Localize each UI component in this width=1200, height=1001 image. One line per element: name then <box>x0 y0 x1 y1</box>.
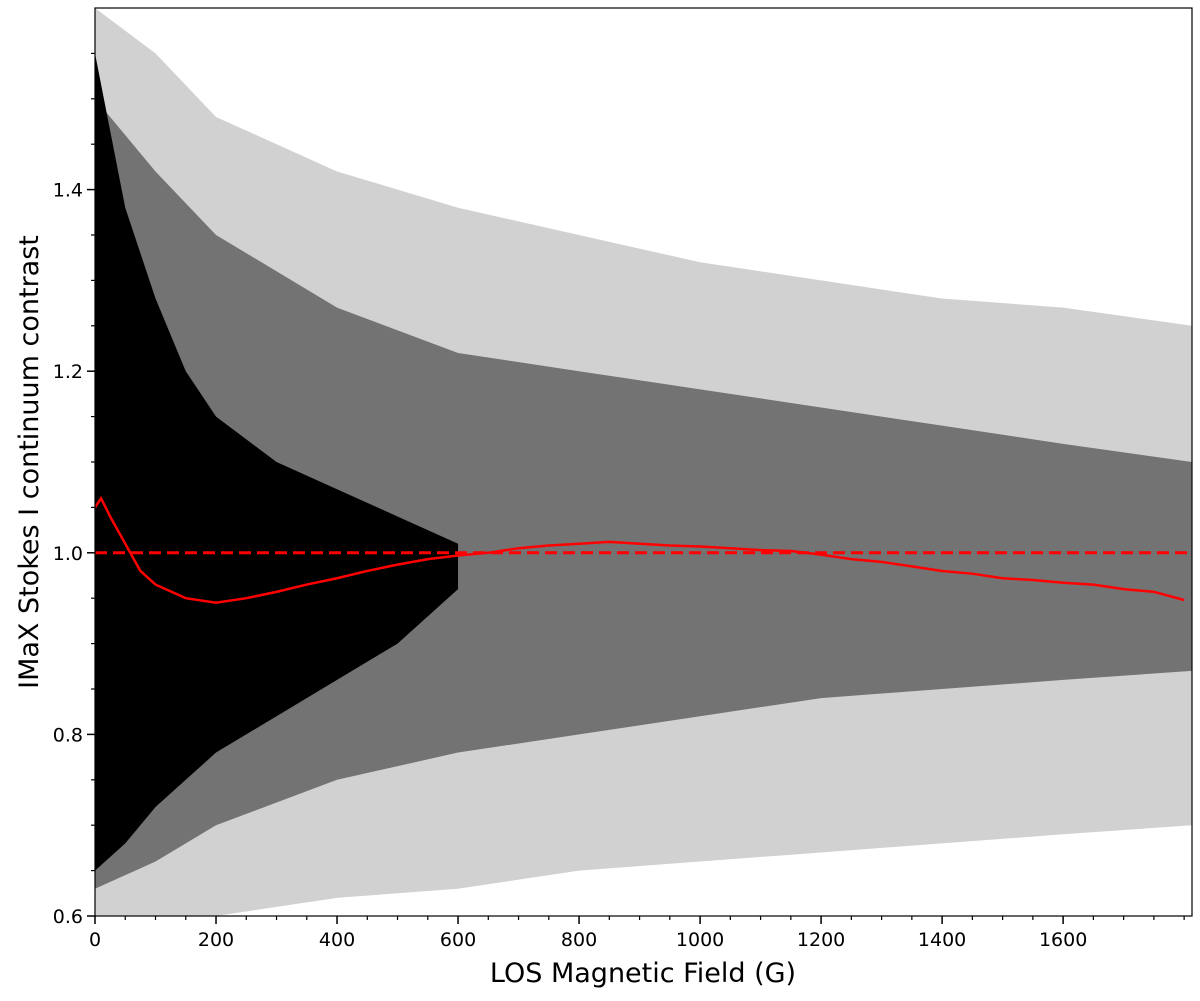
mean-line <box>95 495 1185 605</box>
point-cloud <box>95 8 1192 916</box>
x-tick-label: 1200 <box>797 929 845 951</box>
plot-area <box>95 8 1192 916</box>
point-cloud <box>95 98 1192 889</box>
point-cloud <box>95 53 459 871</box>
x-tick-label: 1600 <box>1039 929 1087 951</box>
y-axis-label: IMaX Stokes I continuum contrast <box>14 235 45 689</box>
x-tick-label: 1000 <box>676 929 724 951</box>
x-tick-label: 600 <box>440 929 476 951</box>
y-tick-label: 0.6 <box>53 906 83 928</box>
x-tick-label: 0 <box>89 929 101 951</box>
x-axis-label: LOS Magnetic Field (G) <box>490 958 796 989</box>
x-tick-label: 200 <box>198 929 234 951</box>
y-tick-label: 1.4 <box>53 180 83 202</box>
x-tick-label: 800 <box>561 929 597 951</box>
y-tick-label: 0.8 <box>53 724 83 746</box>
x-tick-label: 1400 <box>918 929 966 951</box>
y-tick-label: 1.2 <box>53 361 83 383</box>
y-tick-label: 1.0 <box>53 543 83 565</box>
x-tick-label: 400 <box>319 929 355 951</box>
